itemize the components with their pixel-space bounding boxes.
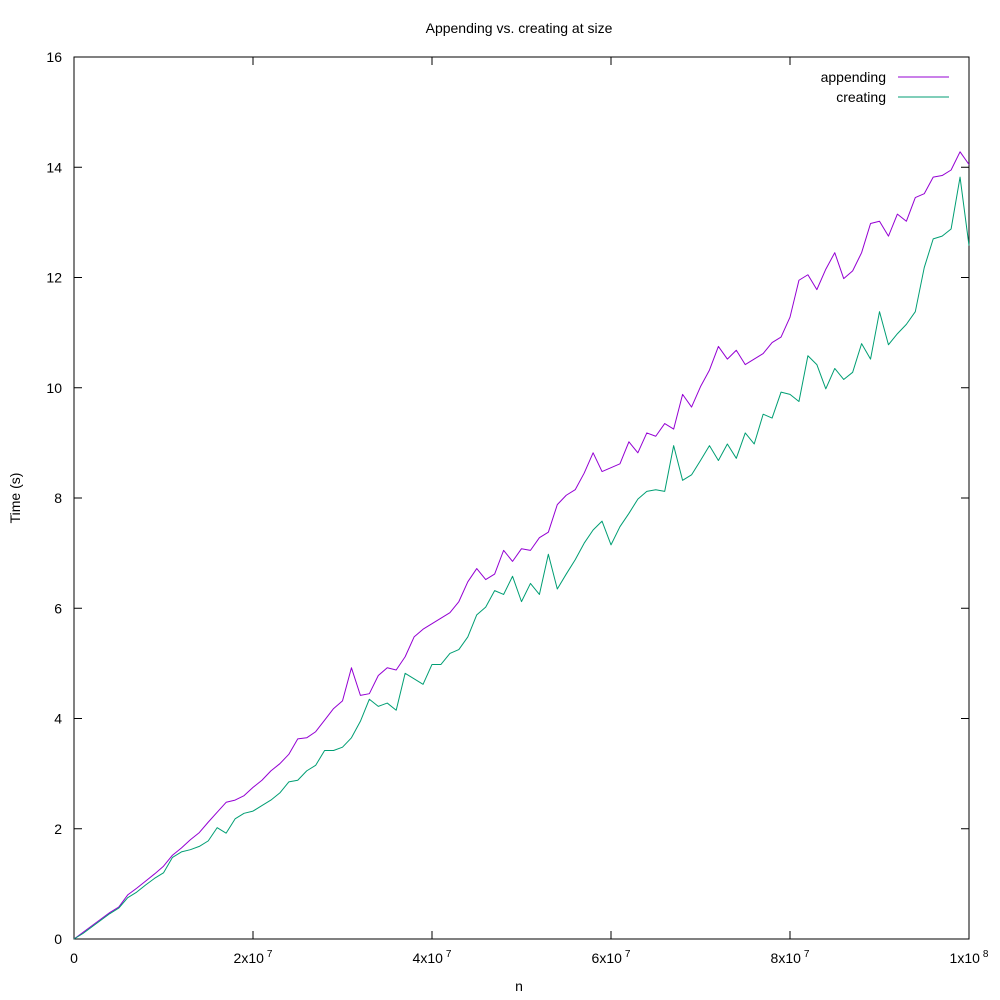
y-tick-label: 2	[54, 821, 62, 837]
y-tick-label: 16	[46, 49, 62, 65]
x-tick-label-base: 0	[70, 950, 78, 966]
x-tick-label: 0	[70, 950, 78, 966]
x-tick-label-base: 8x10	[771, 950, 802, 966]
legend: appending creating	[821, 69, 949, 105]
y-tick-label: 10	[46, 380, 62, 396]
y-tick-label: 8	[54, 490, 62, 506]
y-tick-label: 6	[54, 600, 62, 616]
x-tick-label: 8x10 7	[771, 949, 810, 966]
x-tick-label-exponent: 8	[983, 949, 989, 960]
x-tick-label: 1x10 8	[950, 949, 989, 966]
series-line-appending	[73, 151, 970, 940]
y-axis: 0 2 4 6 8 10 12 14 16	[46, 49, 969, 947]
x-tick-label-exponent: 7	[804, 949, 810, 960]
plot-border	[73, 56, 970, 940]
x-axis-label: n	[515, 978, 523, 994]
series-line-creating	[73, 176, 970, 940]
x-tick-label: 2x10 7	[234, 949, 273, 966]
x-tick-label-exponent: 7	[625, 949, 631, 960]
x-tick-label: 4x10 7	[413, 949, 452, 966]
x-tick-label-base: 4x10	[413, 950, 444, 966]
x-tick-label-base: 1x10	[950, 950, 981, 966]
plot-frame	[73, 56, 970, 940]
y-tick-label: 12	[46, 270, 62, 286]
x-axis: 0 2x10 7 4x10 7 6x10 7 8x10 7 1x10 8	[70, 57, 989, 966]
legend-label-appending: appending	[821, 69, 886, 85]
x-tick-label-exponent: 7	[267, 949, 273, 960]
x-tick-label: 6x10 7	[592, 949, 631, 966]
chart-title: Appending vs. creating at size	[426, 20, 613, 36]
y-tick-label: 4	[54, 711, 62, 727]
legend-label-creating: creating	[836, 89, 886, 105]
x-tick-label-base: 2x10	[234, 950, 265, 966]
x-tick-label-exponent: 7	[446, 949, 452, 960]
y-tick-label: 14	[46, 159, 62, 175]
y-tick-label: 0	[54, 931, 62, 947]
x-tick-label-base: 6x10	[592, 950, 623, 966]
series-lines	[73, 151, 970, 940]
y-axis-label: Time (s)	[7, 473, 23, 524]
